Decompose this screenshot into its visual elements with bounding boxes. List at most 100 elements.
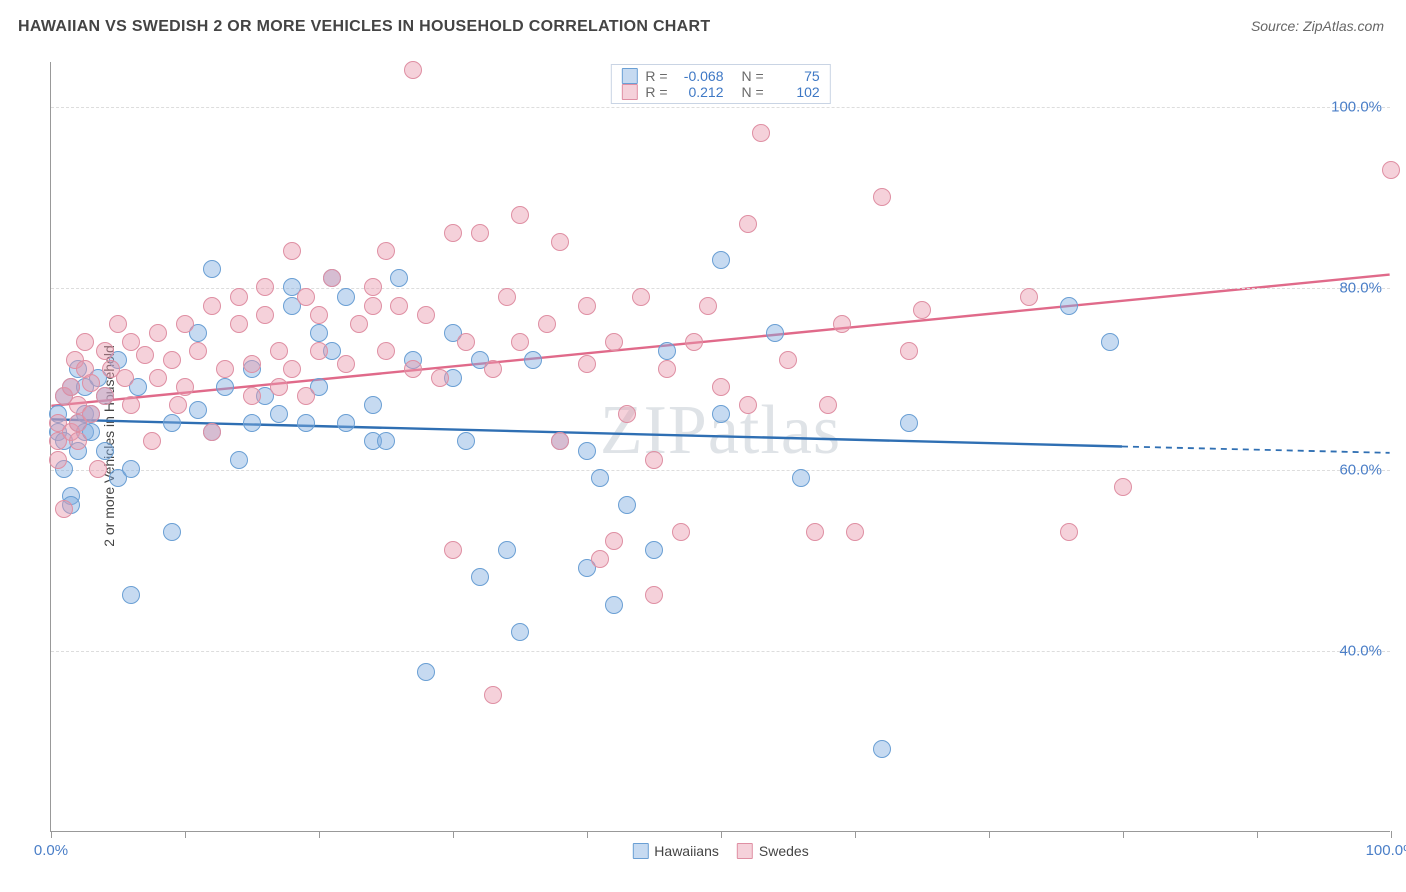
y-tick-label: 60.0% <box>1339 461 1382 478</box>
data-point <box>350 315 368 333</box>
data-point <box>712 251 730 269</box>
data-point <box>712 405 730 423</box>
data-point <box>310 306 328 324</box>
data-point <box>605 532 623 550</box>
plot-area: ZIPatlas R =-0.068N =75R =0.212N =102 Ha… <box>50 62 1390 832</box>
data-point <box>591 550 609 568</box>
data-point <box>538 315 556 333</box>
x-tick-label-min: 0.0% <box>34 842 68 859</box>
legend-swatch-hawaiians <box>632 843 648 859</box>
data-point <box>69 432 87 450</box>
x-tick <box>51 831 52 838</box>
data-point <box>390 297 408 315</box>
data-point <box>216 378 234 396</box>
data-point <box>511 206 529 224</box>
data-point <box>846 523 864 541</box>
data-point <box>578 355 596 373</box>
data-point <box>270 342 288 360</box>
data-point <box>806 523 824 541</box>
stats-N: 75 <box>772 68 820 84</box>
data-point <box>96 442 114 460</box>
data-point <box>605 596 623 614</box>
data-point <box>685 333 703 351</box>
data-point <box>900 342 918 360</box>
data-point <box>457 432 475 450</box>
data-point <box>270 378 288 396</box>
data-point <box>163 414 181 432</box>
legend-entry-swedes: Swedes <box>737 843 809 859</box>
data-point <box>122 586 140 604</box>
stats-legend-box: R =-0.068N =75R =0.212N =102 <box>610 64 830 104</box>
data-point <box>256 278 274 296</box>
data-point <box>82 405 100 423</box>
x-tick-label-max: 100.0% <box>1366 842 1406 859</box>
x-tick <box>319 831 320 838</box>
data-point <box>364 396 382 414</box>
data-point <box>645 541 663 559</box>
legend-label-swedes: Swedes <box>759 843 809 859</box>
data-point <box>658 342 676 360</box>
legend-entry-hawaiians: Hawaiians <box>632 843 719 859</box>
y-tick-label: 80.0% <box>1339 280 1382 297</box>
data-point <box>900 414 918 432</box>
data-point <box>176 315 194 333</box>
data-point <box>578 442 596 460</box>
data-point <box>578 297 596 315</box>
data-point <box>404 360 422 378</box>
data-point <box>792 469 810 487</box>
data-point <box>873 188 891 206</box>
data-point <box>310 324 328 342</box>
x-tick <box>185 831 186 838</box>
data-point <box>471 568 489 586</box>
legend-label-hawaiians: Hawaiians <box>654 843 719 859</box>
bottom-legend: Hawaiians Swedes <box>632 843 808 859</box>
data-point <box>779 351 797 369</box>
data-point <box>297 288 315 306</box>
data-point <box>149 369 167 387</box>
data-point <box>471 224 489 242</box>
data-point <box>323 269 341 287</box>
data-point <box>618 496 636 514</box>
data-point <box>216 360 234 378</box>
data-point <box>163 351 181 369</box>
data-point <box>203 297 221 315</box>
data-point <box>243 387 261 405</box>
data-point <box>55 500 73 518</box>
data-point <box>833 315 851 333</box>
legend-swatch-swedes <box>737 843 753 859</box>
data-point <box>62 378 80 396</box>
data-point <box>739 396 757 414</box>
data-point <box>89 460 107 478</box>
data-point <box>1382 161 1400 179</box>
data-point <box>230 288 248 306</box>
data-point <box>873 740 891 758</box>
data-point <box>49 451 67 469</box>
data-point <box>189 401 207 419</box>
x-tick <box>1391 831 1392 838</box>
data-point <box>699 297 717 315</box>
data-point <box>203 423 221 441</box>
data-point <box>243 355 261 373</box>
data-point <box>551 432 569 450</box>
data-point <box>913 301 931 319</box>
stats-R: -0.068 <box>676 68 724 84</box>
data-point <box>645 586 663 604</box>
data-point <box>310 342 328 360</box>
data-point <box>524 351 542 369</box>
chart-title: HAWAIIAN VS SWEDISH 2 OR MORE VEHICLES I… <box>18 18 710 36</box>
data-point <box>256 306 274 324</box>
data-point <box>297 387 315 405</box>
data-point <box>739 215 757 233</box>
gridline <box>51 288 1390 289</box>
data-point <box>143 432 161 450</box>
data-point <box>189 342 207 360</box>
data-point <box>444 224 462 242</box>
stats-row: R =-0.068N =75 <box>621 68 819 84</box>
data-point <box>417 663 435 681</box>
data-point <box>819 396 837 414</box>
data-point <box>1060 297 1078 315</box>
data-point <box>484 360 502 378</box>
data-point <box>752 124 770 142</box>
data-point <box>1101 333 1119 351</box>
x-tick <box>587 831 588 838</box>
